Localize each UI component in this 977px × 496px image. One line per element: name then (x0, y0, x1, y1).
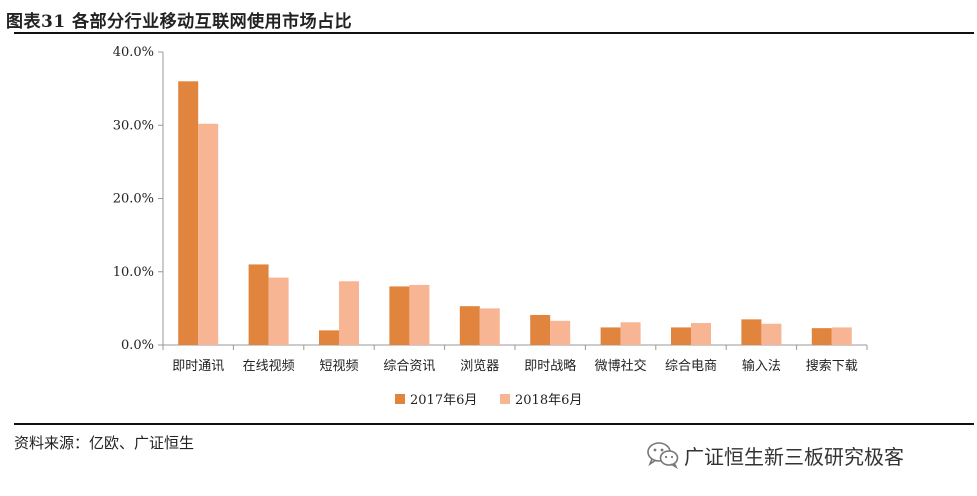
bar-series-a (248, 264, 269, 345)
bar-series-a (600, 327, 621, 345)
bottom-rule (14, 423, 974, 425)
x-tick-label: 综合资讯 (383, 359, 435, 374)
bar-series-b (550, 320, 571, 345)
legend-label: 2017年6月 (410, 393, 477, 408)
x-tick-label: 微博社交 (595, 358, 647, 374)
figure-title: 图表31 各部分行业移动互联网使用市场占比 (6, 12, 353, 32)
x-tick-label: 浏览器 (460, 358, 499, 374)
bar-series-b (831, 327, 852, 345)
watermark-text: 广证恒生新三板研究极客 (684, 444, 904, 469)
bar-chart: 0.0% 10.0% 20.0% 30.0% 40.0% 即时通讯 在线视频 短视频 综合资讯… (113, 45, 868, 408)
bar-series-b (268, 277, 289, 345)
x-tick-label: 在线视频 (243, 359, 295, 374)
y-tick-label: 20.0% (113, 192, 154, 207)
bar-series-a (389, 286, 410, 345)
bar-series-a (459, 306, 480, 345)
y-tick-label: 40.0% (113, 45, 154, 60)
bar-series-a (530, 314, 551, 345)
x-tick-label: 即时通讯 (172, 359, 224, 374)
legend-swatch (395, 394, 405, 404)
bar-series-b (761, 323, 782, 345)
bar-series-a (811, 328, 832, 345)
y-tick-label: 10.0% (113, 265, 154, 280)
bar-series-b (339, 281, 359, 345)
legend-label: 2018年6月 (515, 393, 582, 408)
x-tick-label: 即时战略 (524, 358, 576, 374)
x-tick-label: 短视频 (319, 359, 358, 374)
bar-series-b (409, 284, 430, 345)
bars (178, 81, 852, 346)
bar-series-b (691, 323, 711, 345)
y-tick-label: 0.0% (121, 338, 154, 353)
legend: 2017年6月 2018年6月 (395, 393, 582, 408)
source-note: 资料来源：亿欧、广证恒生 (14, 434, 195, 452)
y-axis: 0.0% 10.0% 20.0% 30.0% 40.0% (113, 45, 164, 353)
legend-swatch (500, 394, 510, 404)
y-tick-label: 30.0% (113, 118, 154, 133)
top-rule (14, 32, 974, 34)
x-tick-label: 输入法 (742, 358, 781, 374)
bar-series-a (741, 319, 762, 345)
bar-series-a (319, 330, 339, 345)
title-bar: 图表31 各部分行业移动互联网使用市场占比 (4, 2, 972, 32)
x-axis (162, 344, 868, 350)
bar-series-a (178, 81, 199, 346)
bar-series-b (620, 322, 641, 345)
bar-series-a (671, 327, 691, 345)
watermark: 广证恒生新三板研究极客 (646, 439, 904, 471)
bar-series-b (479, 308, 500, 345)
x-tick-label: 搜索下载 (806, 359, 858, 374)
wechat-icon (647, 442, 679, 469)
bar-series-b (198, 123, 219, 345)
x-tick-label: 综合电商 (665, 359, 717, 374)
category-labels: 即时通讯 在线视频 短视频 综合资讯 浏览器 即时战略 微博社交 综合电商 输入法 搜索下载 (172, 358, 858, 374)
